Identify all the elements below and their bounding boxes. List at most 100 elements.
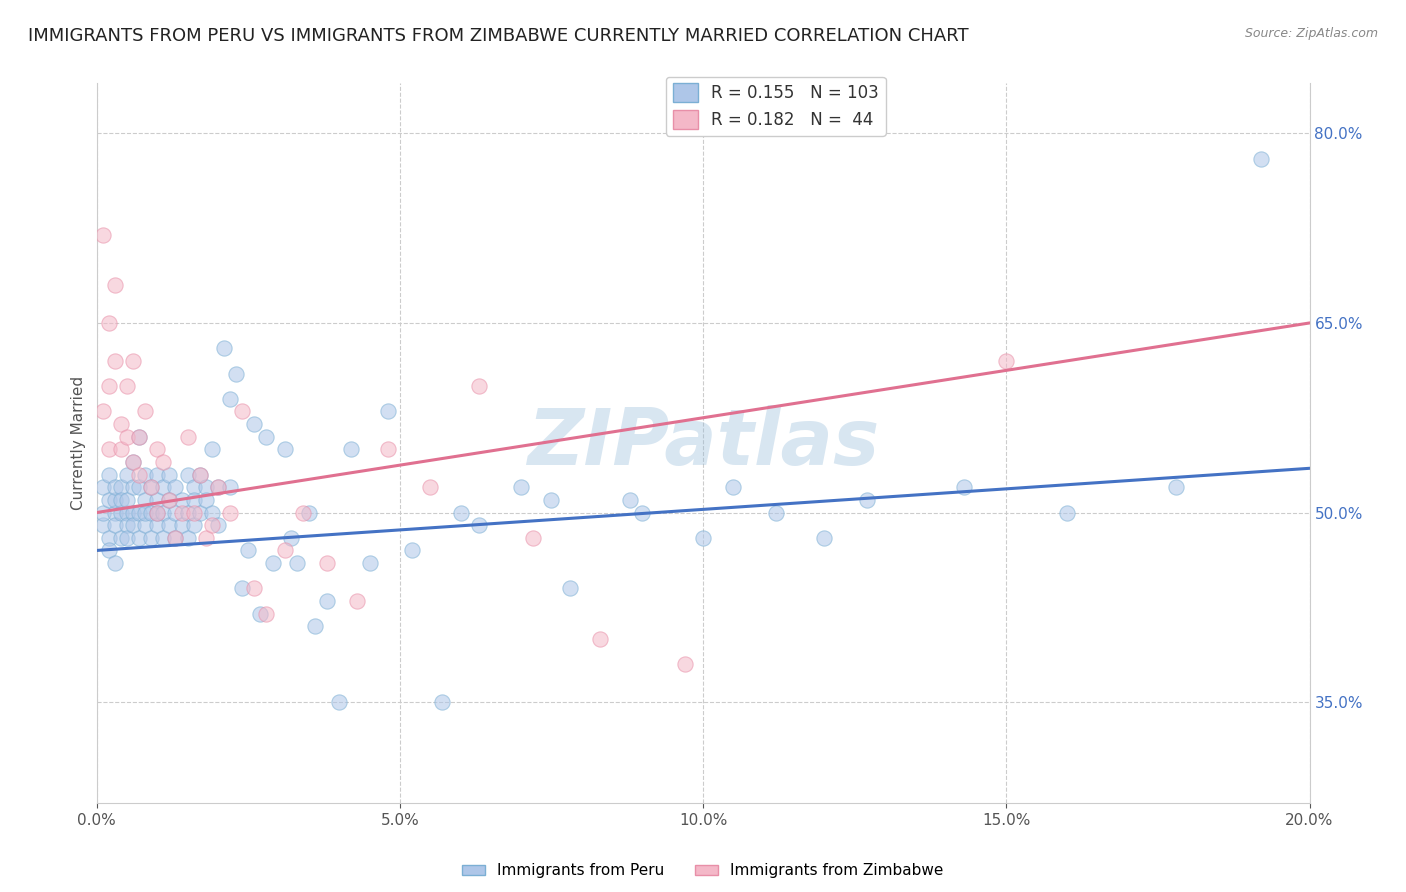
- Point: [692, 531, 714, 545]
- Point: [122, 455, 145, 469]
- Point: [1164, 480, 1187, 494]
- Point: [104, 556, 127, 570]
- Point: [115, 467, 138, 482]
- Point: [201, 442, 224, 457]
- Point: [165, 480, 187, 494]
- Point: [115, 430, 138, 444]
- Point: [165, 531, 187, 545]
- Point: [243, 582, 266, 596]
- Point: [432, 695, 454, 709]
- Point: [134, 492, 156, 507]
- Point: [183, 518, 205, 533]
- Point: [510, 480, 533, 494]
- Point: [194, 492, 217, 507]
- Point: [165, 506, 187, 520]
- Point: [953, 480, 976, 494]
- Point: [159, 492, 181, 507]
- Point: [91, 227, 114, 242]
- Point: [207, 518, 229, 533]
- Point: [298, 506, 321, 520]
- Text: ZIPatlas: ZIPatlas: [527, 405, 879, 481]
- Point: [110, 417, 132, 431]
- Point: [256, 607, 278, 621]
- Point: [104, 354, 127, 368]
- Y-axis label: Currently Married: Currently Married: [72, 376, 86, 510]
- Point: [273, 543, 295, 558]
- Point: [110, 492, 132, 507]
- Point: [146, 518, 169, 533]
- Point: [97, 492, 120, 507]
- Point: [141, 480, 163, 494]
- Text: IMMIGRANTS FROM PERU VS IMMIGRANTS FROM ZIMBABWE CURRENTLY MARRIED CORRELATION C: IMMIGRANTS FROM PERU VS IMMIGRANTS FROM …: [28, 27, 969, 45]
- Point: [450, 506, 472, 520]
- Point: [359, 556, 381, 570]
- Point: [115, 506, 138, 520]
- Point: [273, 442, 295, 457]
- Point: [201, 518, 224, 533]
- Point: [122, 506, 145, 520]
- Point: [159, 492, 181, 507]
- Point: [122, 455, 145, 469]
- Point: [141, 506, 163, 520]
- Point: [1250, 152, 1272, 166]
- Text: Source: ZipAtlas.com: Source: ZipAtlas.com: [1244, 27, 1378, 40]
- Point: [146, 506, 169, 520]
- Point: [110, 442, 132, 457]
- Point: [97, 442, 120, 457]
- Point: [522, 531, 544, 545]
- Point: [97, 531, 120, 545]
- Point: [104, 278, 127, 293]
- Point: [104, 480, 127, 494]
- Point: [540, 492, 562, 507]
- Point: [128, 430, 150, 444]
- Point: [97, 379, 120, 393]
- Point: [134, 467, 156, 482]
- Point: [183, 506, 205, 520]
- Point: [467, 518, 489, 533]
- Legend: R = 0.155   N = 103, R = 0.182   N =  44: R = 0.155 N = 103, R = 0.182 N = 44: [666, 77, 886, 136]
- Point: [134, 506, 156, 520]
- Point: [91, 506, 114, 520]
- Point: [183, 492, 205, 507]
- Point: [219, 480, 242, 494]
- Point: [225, 367, 247, 381]
- Point: [141, 531, 163, 545]
- Point: [104, 518, 127, 533]
- Point: [419, 480, 441, 494]
- Point: [152, 455, 174, 469]
- Point: [128, 506, 150, 520]
- Point: [110, 480, 132, 494]
- Point: [97, 467, 120, 482]
- Point: [115, 531, 138, 545]
- Point: [104, 492, 127, 507]
- Point: [159, 467, 181, 482]
- Point: [1056, 506, 1078, 520]
- Point: [328, 695, 350, 709]
- Point: [765, 506, 787, 520]
- Point: [176, 531, 198, 545]
- Point: [152, 506, 174, 520]
- Point: [207, 480, 229, 494]
- Point: [146, 506, 169, 520]
- Point: [146, 467, 169, 482]
- Point: [134, 404, 156, 418]
- Point: [377, 404, 399, 418]
- Point: [280, 531, 302, 545]
- Point: [91, 404, 114, 418]
- Point: [673, 657, 696, 672]
- Point: [813, 531, 835, 545]
- Point: [262, 556, 284, 570]
- Point: [122, 518, 145, 533]
- Point: [152, 480, 174, 494]
- Point: [723, 480, 745, 494]
- Point: [128, 430, 150, 444]
- Point: [176, 430, 198, 444]
- Point: [304, 619, 326, 633]
- Point: [152, 531, 174, 545]
- Point: [856, 492, 879, 507]
- Point: [165, 531, 187, 545]
- Point: [128, 480, 150, 494]
- Legend: Immigrants from Peru, Immigrants from Zimbabwe: Immigrants from Peru, Immigrants from Zi…: [456, 857, 950, 884]
- Point: [91, 480, 114, 494]
- Point: [91, 518, 114, 533]
